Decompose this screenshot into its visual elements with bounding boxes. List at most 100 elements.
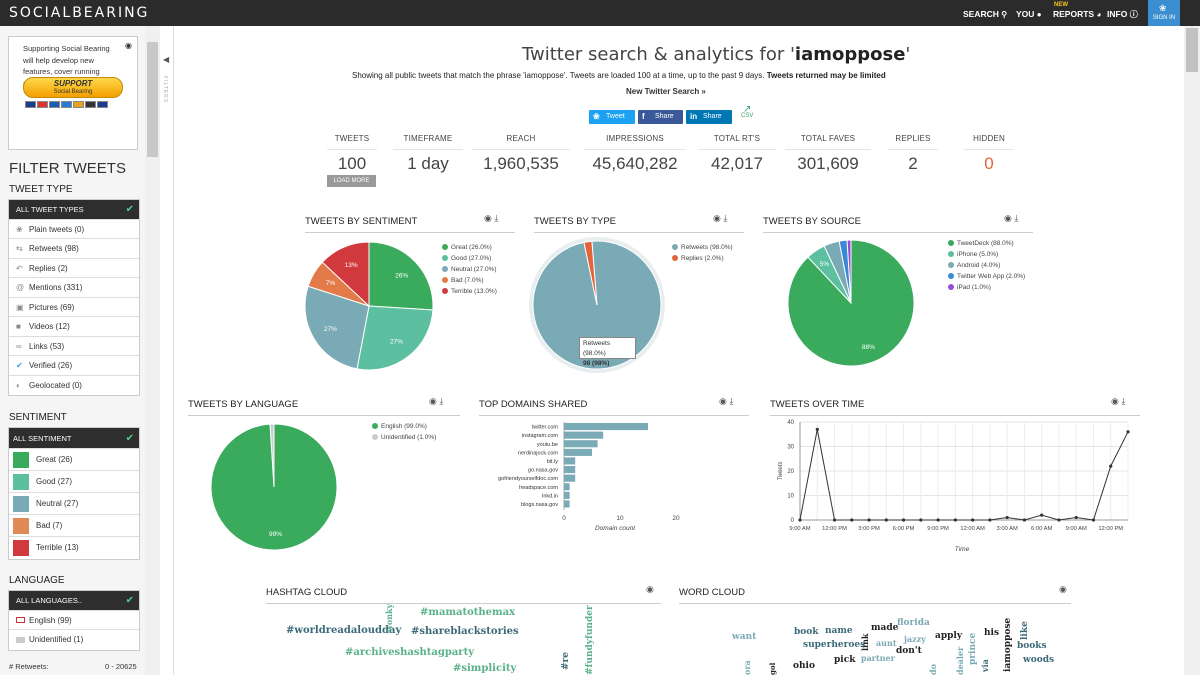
data-point[interactable]	[1109, 464, 1113, 468]
filter-all-sentiment[interactable]: ALL SENTIMENT ✔	[9, 428, 139, 449]
linkedin-share-button[interactable]: in Share	[686, 110, 732, 124]
legend-item[interactable]: Retweets (98.0%)	[672, 242, 733, 253]
legend-item[interactable]: Bad (7.0%)	[442, 275, 497, 286]
cloud-word[interactable]: ora	[742, 660, 752, 675]
filter-mentions[interactable]: @ Mentions (331)	[9, 278, 139, 298]
bar[interactable]	[564, 466, 576, 474]
pie-slice[interactable]	[304, 285, 370, 370]
legend-item[interactable]: iPad (1.0%)	[948, 282, 1025, 293]
sign-in-button[interactable]: ❀ SIGN IN	[1148, 0, 1180, 26]
bar[interactable]	[564, 483, 570, 491]
data-point[interactable]	[936, 518, 940, 522]
eye-icon[interactable]: ◉	[1059, 584, 1067, 594]
legend-item[interactable]: Terrible (13.0%)	[442, 286, 497, 297]
data-point[interactable]	[1074, 515, 1078, 520]
download-icon[interactable]: ⤓	[1014, 213, 1019, 223]
eye-icon[interactable]: ◉	[1004, 213, 1012, 223]
legend-item[interactable]: Neutral (27.0%)	[442, 264, 497, 275]
download-icon[interactable]: ⤓	[494, 213, 499, 223]
filter-all-tweet-types[interactable]: ALL TWEET TYPES ✔	[9, 200, 139, 220]
page-scrollbar[interactable]	[1184, 26, 1200, 675]
bar[interactable]	[564, 474, 576, 482]
eye-icon[interactable]: ◉	[429, 396, 437, 406]
eye-icon[interactable]: ◉	[719, 396, 727, 406]
nav-you[interactable]: YOU ●	[1016, 9, 1042, 19]
filter-replies[interactable]: ↶ Replies (2)	[9, 259, 139, 278]
filter-sentiment-great[interactable]: Great (26)	[9, 449, 139, 471]
download-icon[interactable]: ⤓	[439, 396, 444, 406]
data-point[interactable]	[1040, 513, 1044, 517]
facebook-share-button[interactable]: f Share	[638, 110, 683, 124]
page-scroll-thumb[interactable]	[1186, 28, 1198, 72]
bar[interactable]	[564, 457, 576, 465]
legend-item[interactable]: Android (4.0%)	[948, 260, 1025, 271]
legend-item[interactable]: Great (26.0%)	[442, 242, 497, 253]
cloud-word[interactable]: partner	[861, 653, 895, 663]
data-point[interactable]	[901, 518, 906, 522]
filter-sentiment-bad[interactable]: Bad (7)	[9, 515, 139, 537]
cloud-word[interactable]: prince	[968, 632, 978, 665]
data-point[interactable]	[988, 518, 992, 522]
eye-icon[interactable]: ◉	[1111, 396, 1119, 406]
pie-slice[interactable]	[356, 305, 434, 371]
filter-videos[interactable]: ■ Videos (12)	[9, 317, 139, 337]
filter-sentiment-terrible[interactable]: Terrible (13)	[9, 537, 139, 559]
cloud-word[interactable]: want	[732, 632, 757, 642]
data-point[interactable]	[1005, 515, 1009, 520]
chevron-left-icon[interactable]: ◀	[163, 55, 170, 64]
filter-sentiment-neutral[interactable]: Neutral (27)	[9, 493, 139, 515]
cloud-word[interactable]: pick	[834, 655, 856, 665]
cloud-word[interactable]: #mamatothemax	[420, 607, 516, 618]
cloud-word[interactable]: gol	[768, 662, 777, 675]
legend-item[interactable]: iPhone (5.0%)	[948, 249, 1025, 260]
legend-item[interactable]: Good (27.0%)	[442, 253, 497, 264]
cloud-word[interactable]: jazzy	[904, 634, 926, 644]
cloud-word[interactable]: #simplicity	[453, 663, 517, 674]
tweet-share-button[interactable]: ❀ Tweet	[589, 110, 635, 124]
download-icon[interactable]: ⤓	[723, 213, 728, 223]
bar[interactable]	[564, 491, 570, 499]
download-icon[interactable]: ⤓	[1121, 396, 1126, 406]
cloud-word[interactable]: iamoppose	[1003, 617, 1013, 672]
cloud-word[interactable]: superheroes	[803, 640, 866, 650]
cloud-word[interactable]: #re	[561, 651, 571, 670]
bar[interactable]	[564, 440, 598, 448]
cloud-word[interactable]: like	[1020, 621, 1030, 640]
eye-icon[interactable]: ◉	[484, 213, 492, 223]
bar[interactable]	[564, 448, 592, 456]
cloud-word[interactable]: link	[860, 633, 870, 651]
cloud-word[interactable]: ohio	[793, 661, 815, 671]
legend-item[interactable]: Replies (2.0%)	[672, 253, 733, 264]
cloud-word[interactable]: #archiveshashtagparty	[345, 647, 474, 658]
data-point[interactable]	[867, 518, 871, 522]
pie-slice[interactable]	[583, 240, 598, 306]
cloud-word[interactable]: #shareblackstories	[411, 626, 519, 637]
filter-verified[interactable]: ✔ Verified (26)	[9, 356, 139, 376]
cloud-word[interactable]: made	[871, 623, 899, 633]
nav-info[interactable]: INFO ⓘ	[1107, 9, 1138, 20]
eye-icon[interactable]: ◉	[713, 213, 721, 223]
sidebar-scroll-thumb[interactable]	[147, 42, 158, 157]
bar[interactable]	[564, 500, 570, 508]
app-logo[interactable]: SOCIALBEARING	[9, 5, 150, 21]
bar[interactable]	[564, 423, 648, 431]
legend-item[interactable]: English (99.0%)	[372, 421, 436, 432]
csv-export-button[interactable]: ↗ CSV	[741, 105, 753, 120]
pie-slice[interactable]	[846, 239, 852, 304]
cloud-word[interactable]: #worldreadaloudday	[286, 625, 402, 636]
data-point[interactable]	[884, 518, 888, 522]
filter-links[interactable]: ∞ Links (53)	[9, 337, 139, 356]
eye-icon[interactable]: ◉	[125, 41, 132, 50]
filter-plain-tweets[interactable]: ❀ Plain tweets (0)	[9, 220, 139, 239]
data-point[interactable]	[1057, 518, 1061, 522]
data-point[interactable]	[850, 518, 854, 522]
filter-all-languages[interactable]: ALL LANGUAGES.. ✔	[9, 591, 139, 611]
filter-retweets[interactable]: ⇆ Retweets (98)	[9, 239, 139, 259]
cloud-word[interactable]: #fundyfunder	[585, 605, 595, 675]
filters-toggle-tab[interactable]: ◀ FILTERS	[160, 26, 174, 675]
data-point[interactable]	[971, 518, 975, 522]
data-point[interactable]	[1022, 518, 1027, 522]
cloud-word[interactable]: book	[794, 627, 819, 637]
eye-icon[interactable]: ◉	[646, 584, 654, 594]
cloud-word[interactable]: wonky	[384, 603, 394, 632]
